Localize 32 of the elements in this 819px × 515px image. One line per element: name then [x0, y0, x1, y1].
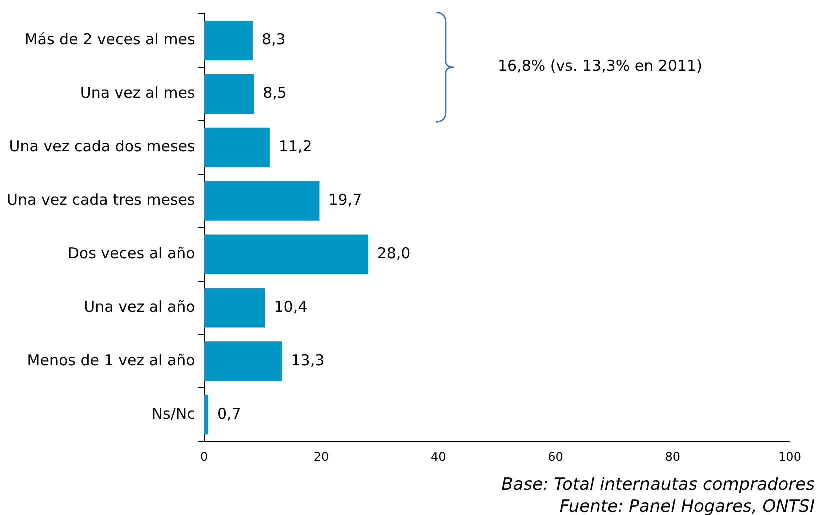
data-label: 13,3 — [291, 351, 325, 370]
bar — [204, 234, 368, 274]
data-label: 28,0 — [377, 244, 411, 262]
data-label: 10,4 — [274, 298, 308, 316]
data-label: 0,7 — [217, 404, 242, 423]
y-tick-label: Una vez cada dos meses — [9, 138, 196, 156]
annotation: 16,8% (vs. 13,3% en 2011) — [498, 57, 702, 76]
bar — [204, 395, 208, 435]
x-tick-label: 60 — [548, 450, 564, 464]
bar — [204, 342, 282, 382]
bar — [204, 128, 270, 168]
x-tick-label: 80 — [665, 450, 681, 464]
y-tick-label: Una vez al año — [84, 298, 196, 316]
bar — [204, 74, 254, 114]
text: Base: Total internautas compradores — [502, 474, 815, 496]
y-tick-label: Ns/Nc — [152, 404, 196, 423]
data-label: 8,3 — [262, 30, 286, 49]
y-tick-label: Más de 2 veces al mes — [24, 30, 196, 49]
x-tick-label: 100 — [778, 450, 802, 464]
data-label: 11,2 — [278, 138, 312, 156]
y-tick-label: Menos de 1 vez al año — [27, 351, 196, 370]
y-tick-label: Dos veces al año — [68, 244, 196, 262]
data-label: 19,7 — [328, 190, 362, 209]
x-tick-label: 20 — [314, 450, 330, 464]
data-label: 8,5 — [263, 84, 287, 102]
bar — [204, 181, 320, 221]
y-tick-label: Una vez cada tres meses — [7, 190, 196, 209]
y-tick-label: Una vez al mes — [80, 84, 196, 102]
x-tick-label: 0 — [200, 450, 208, 464]
bar — [204, 20, 253, 60]
bar — [204, 288, 266, 328]
x-tick-label: 40 — [430, 450, 446, 464]
